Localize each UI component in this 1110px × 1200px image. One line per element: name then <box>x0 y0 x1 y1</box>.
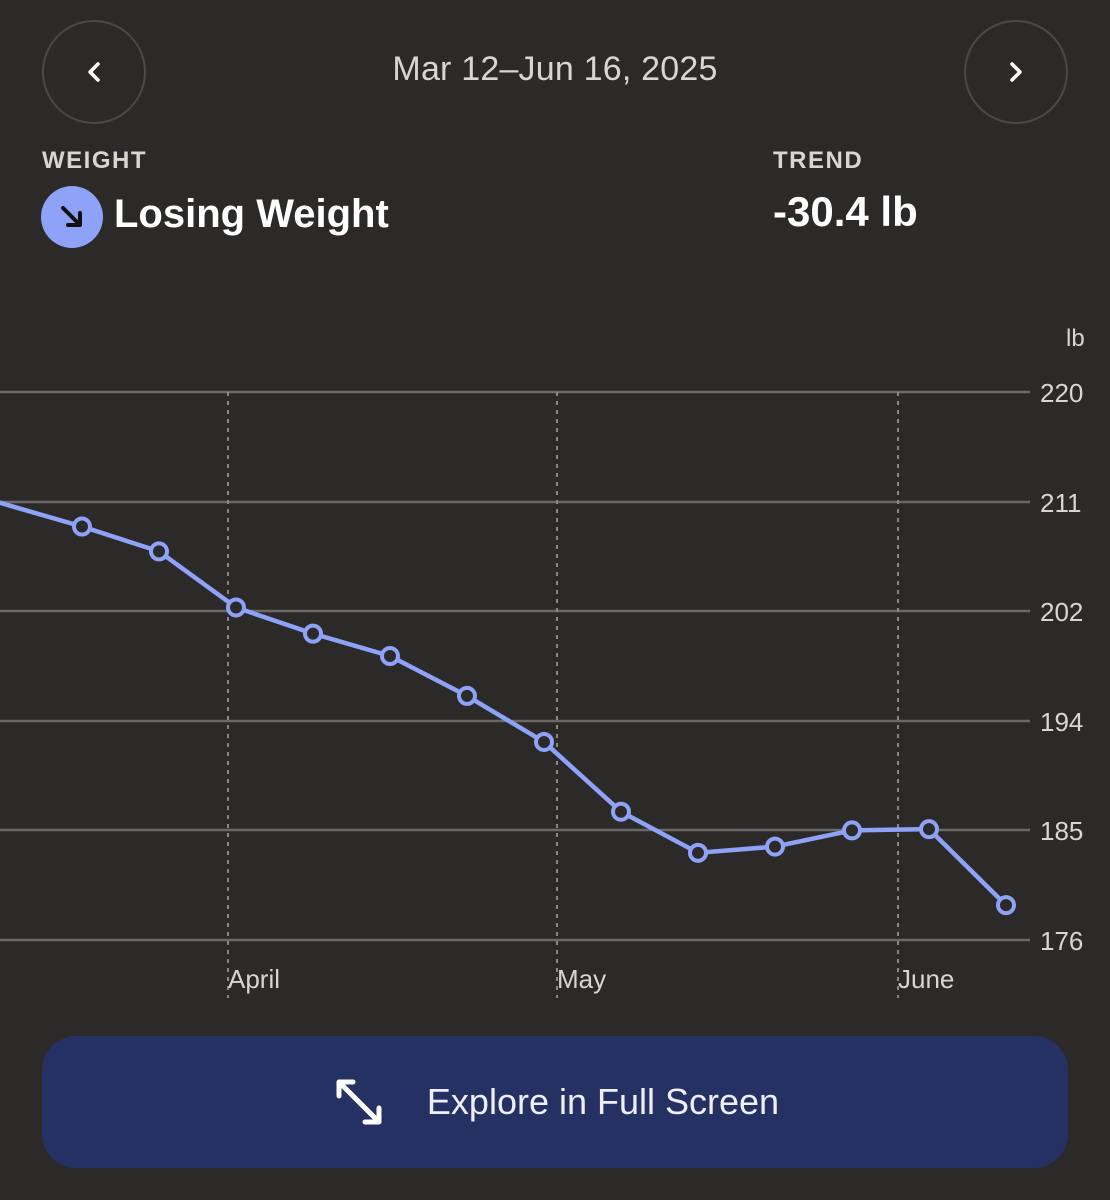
y-tick-label: 202 <box>1040 597 1083 627</box>
data-point <box>842 820 862 841</box>
data-point <box>457 685 477 706</box>
y-unit-label: lb <box>1066 325 1085 352</box>
expand-diagonal-icon <box>336 1079 382 1125</box>
weight-series-line <box>0 500 1009 908</box>
y-tick-label: 194 <box>1040 707 1083 737</box>
x-tick-label: May <box>557 964 606 994</box>
data-point <box>919 819 939 840</box>
arrow-down-right-icon <box>41 186 103 248</box>
date-range-title: Mar 12–Jun 16, 2025 <box>392 50 718 88</box>
chevron-left-icon <box>88 62 100 82</box>
y-tick-label: 211 <box>1040 488 1081 518</box>
data-point <box>226 597 246 618</box>
previous-range-button[interactable] <box>42 20 146 124</box>
explore-full-screen-label: Explore in Full Screen <box>426 1081 780 1122</box>
data-point <box>534 731 554 752</box>
data-point <box>611 801 631 822</box>
data-point <box>688 842 708 863</box>
next-range-button[interactable] <box>964 20 1068 124</box>
data-point <box>303 623 323 644</box>
data-point <box>996 895 1016 916</box>
weight-chart[interactable]: 220 211 202 194 185 176 lb April May June <box>0 300 1110 1020</box>
chevron-right-icon <box>1010 62 1022 82</box>
data-point <box>149 541 169 562</box>
trend-value: -30.4 lb <box>773 188 918 235</box>
weight-section-label: WEIGHT <box>42 147 147 174</box>
y-tick-label: 185 <box>1040 816 1083 846</box>
x-tick-label: April <box>228 964 280 994</box>
y-tick-label: 220 <box>1040 378 1083 408</box>
data-point <box>765 836 785 857</box>
weight-status: Losing Weight <box>114 192 389 236</box>
explore-full-screen-button[interactable]: Explore in Full Screen <box>42 1036 1068 1168</box>
data-point <box>72 516 92 537</box>
y-tick-label: 176 <box>1040 926 1083 956</box>
x-tick-label: June <box>898 964 954 994</box>
trend-section-label: TREND <box>773 147 864 174</box>
data-point <box>380 646 400 667</box>
